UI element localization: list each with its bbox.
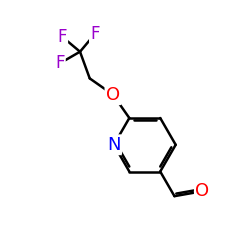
Text: O: O bbox=[106, 86, 120, 104]
Text: F: F bbox=[57, 28, 67, 46]
Text: O: O bbox=[196, 182, 209, 200]
Text: F: F bbox=[90, 25, 100, 43]
Text: N: N bbox=[107, 136, 120, 154]
Text: F: F bbox=[55, 54, 64, 72]
